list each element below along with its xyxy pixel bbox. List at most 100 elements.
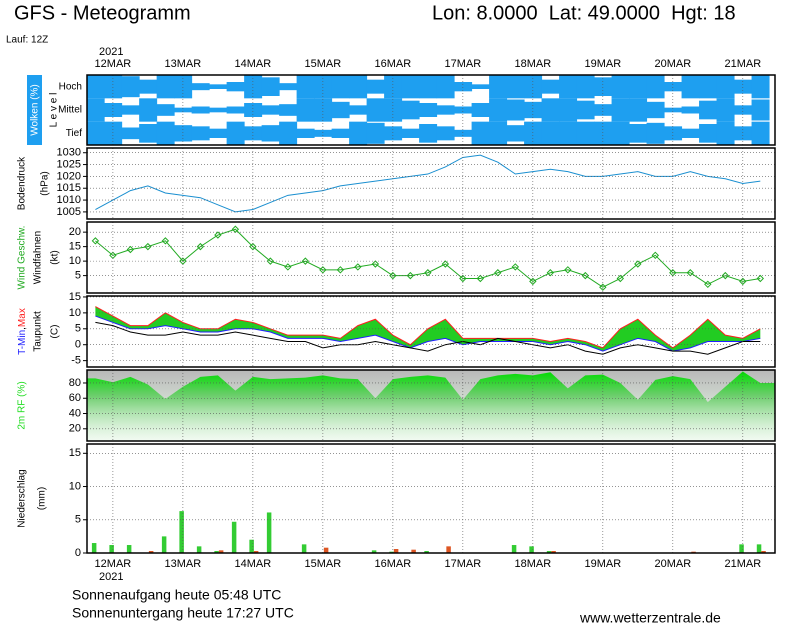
- cloud-cover: [646, 101, 665, 119]
- bar: [551, 551, 556, 553]
- marker: [354, 263, 362, 271]
- year-bottom: 2021: [99, 571, 123, 583]
- bar: [253, 551, 259, 553]
- cloud-cover: [436, 126, 455, 141]
- marker: [599, 283, 607, 291]
- panel-subtitle: Taupunkt: [33, 311, 44, 352]
- y-tick-label: 15: [69, 291, 81, 303]
- y-tick-label: 5: [75, 323, 81, 335]
- bar: [323, 547, 329, 553]
- marker: [476, 274, 485, 283]
- cloud-cover: [244, 75, 263, 99]
- cloud-cover: [191, 126, 210, 141]
- cloud-cover: [314, 129, 333, 137]
- panel-frame: [86, 369, 776, 442]
- cloud-cover: [226, 121, 245, 145]
- x-tick-label-bottom: 21MAR: [724, 558, 761, 570]
- cloud-cover: [524, 75, 543, 99]
- marker: [266, 257, 275, 265]
- cloud-cover: [489, 121, 508, 145]
- cloud-cover: [734, 126, 753, 141]
- bar: [761, 551, 766, 553]
- marker: [91, 237, 100, 245]
- cloud-cover: [699, 75, 718, 99]
- cloud-cover: [489, 98, 508, 122]
- cloud-cover: [279, 104, 298, 116]
- cloud-cover: [87, 121, 105, 145]
- level-label: Hoch: [59, 81, 82, 92]
- marker: [371, 260, 380, 268]
- cloud-cover: [139, 79, 158, 94]
- panel-unit: (kt): [50, 250, 61, 264]
- cloud-cover: [279, 83, 298, 91]
- cloud-cover: [139, 98, 158, 122]
- cloud-cover: [454, 106, 473, 114]
- cloud-cover: [734, 79, 753, 94]
- cloud-cover: [629, 98, 648, 122]
- cloud-cover: [156, 121, 175, 145]
- cloud-cover: [576, 100, 595, 120]
- cloud-cover: [209, 84, 228, 89]
- x-tick-label-bottom: 17MAR: [445, 558, 482, 570]
- bar: [301, 544, 307, 553]
- bar: [231, 521, 237, 553]
- cloud-cover: [699, 100, 718, 120]
- y-tick-label: 1025: [57, 158, 81, 170]
- sunrise: Sonnenaufgang heute 05:48 UTC: [72, 587, 281, 603]
- y-tick-label: 10: [69, 255, 81, 267]
- marker: [739, 277, 747, 286]
- marker: [441, 260, 450, 268]
- cloud-cover: [384, 75, 403, 99]
- panel-frame: [86, 443, 776, 554]
- cloud-cover: [751, 99, 770, 121]
- cloud-cover: [419, 103, 438, 117]
- cloud-cover: [139, 124, 158, 143]
- cloud-cover: [506, 125, 525, 142]
- y-tick-label: 0: [75, 339, 81, 351]
- cloud-cover: [174, 125, 193, 142]
- y-tick-label: 40: [69, 407, 81, 419]
- panel-title: Wolken (%): [30, 84, 41, 136]
- bar: [756, 544, 762, 553]
- panel-subtitle: L e v e l: [49, 93, 60, 128]
- cloud-cover: [384, 126, 403, 141]
- panel-frame: [86, 147, 776, 220]
- bar: [529, 546, 534, 553]
- bar: [511, 545, 517, 553]
- cloud-cover: [261, 105, 280, 115]
- cloud-cover: [191, 83, 210, 91]
- source: www.wetterzentrale.de: [579, 610, 721, 625]
- cloud-cover: [489, 75, 508, 99]
- cloud-cover: [156, 75, 175, 99]
- bar: [393, 549, 399, 553]
- cloud-cover: [191, 106, 210, 114]
- x-tick-label-top: 15MAR: [305, 58, 342, 70]
- panel-title: T-Min,Max: [17, 308, 28, 355]
- bar: [739, 544, 744, 553]
- marker: [389, 271, 397, 280]
- cloud-cover: [419, 75, 438, 99]
- bar: [148, 551, 154, 553]
- y-tick-label: 20: [69, 226, 81, 238]
- cloud-cover: [121, 105, 140, 115]
- y-tick-label: 1020: [57, 170, 81, 182]
- cloud-cover: [401, 75, 420, 99]
- marker: [494, 269, 502, 277]
- marker: [581, 271, 590, 280]
- bar: [109, 545, 114, 553]
- bar: [161, 536, 167, 553]
- x-tick-label-bottom: 19MAR: [584, 558, 621, 570]
- cloud-cover: [611, 98, 630, 122]
- cloud-cover: [104, 103, 123, 117]
- cloud-cover: [436, 75, 455, 99]
- cloud-cover: [681, 75, 700, 99]
- cloud-cover: [331, 75, 350, 99]
- cloud-cover: [331, 101, 350, 119]
- x-tick-label-bottom: 16MAR: [375, 558, 412, 570]
- cloud-cover: [209, 128, 228, 138]
- cloud-cover: [664, 82, 683, 92]
- cloud-cover: [226, 82, 245, 92]
- cloud-cover: [611, 75, 630, 99]
- cloud-cover: [664, 107, 683, 113]
- cloud-cover: [576, 75, 595, 99]
